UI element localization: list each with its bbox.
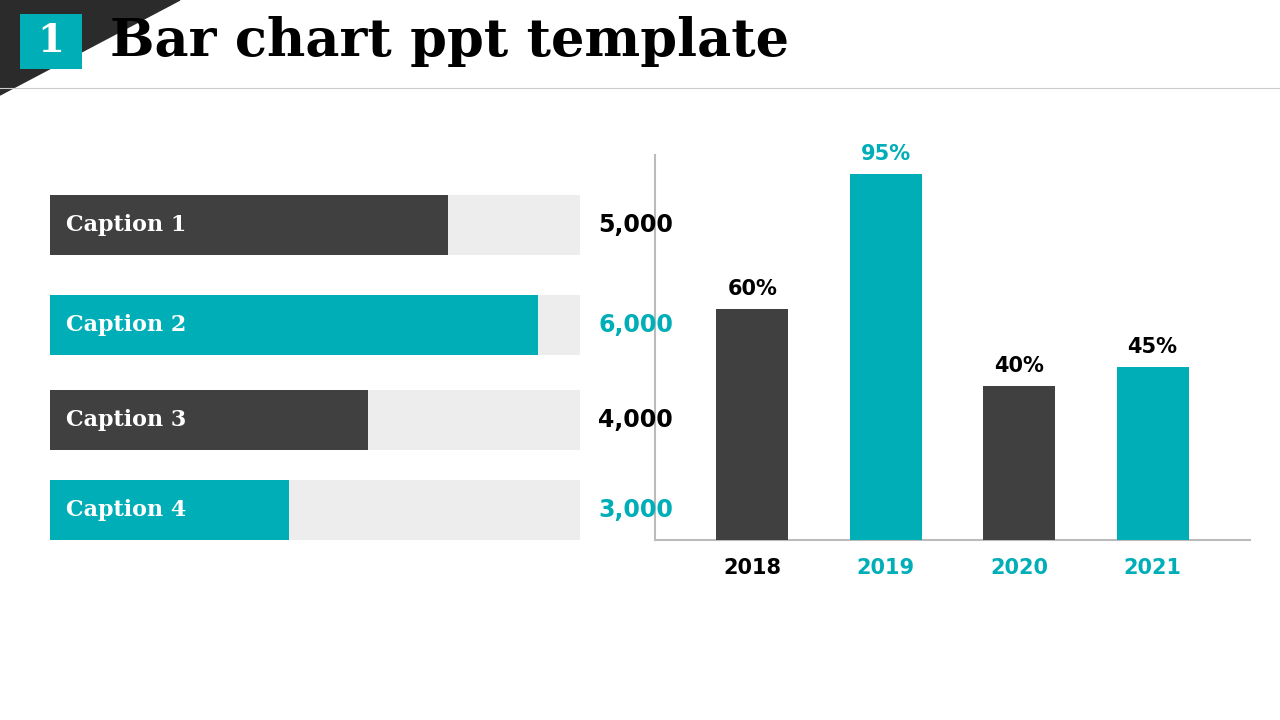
Bar <box>1116 366 1189 540</box>
Text: Caption 3: Caption 3 <box>67 409 187 431</box>
Bar <box>20 14 82 69</box>
Text: Caption 4: Caption 4 <box>67 499 187 521</box>
Text: 40%: 40% <box>995 356 1044 376</box>
Text: 2021: 2021 <box>1124 558 1181 578</box>
Bar <box>983 386 1055 540</box>
Text: 45%: 45% <box>1128 337 1178 356</box>
Text: 60%: 60% <box>727 279 777 299</box>
Bar <box>50 390 580 450</box>
Text: 6,000: 6,000 <box>598 313 673 337</box>
Text: 2020: 2020 <box>991 558 1048 578</box>
Text: Bar chart ppt template: Bar chart ppt template <box>110 16 790 67</box>
Text: 4,000: 4,000 <box>598 408 673 432</box>
Bar <box>50 480 288 540</box>
Bar <box>850 174 922 540</box>
Bar <box>50 390 369 450</box>
Bar <box>717 309 788 540</box>
Text: 95%: 95% <box>860 144 911 164</box>
Text: Caption 2: Caption 2 <box>67 314 187 336</box>
Text: 3,000: 3,000 <box>598 498 673 522</box>
Bar <box>50 295 538 355</box>
Text: 5,000: 5,000 <box>598 213 673 237</box>
Text: 1: 1 <box>37 22 64 60</box>
Text: Caption 1: Caption 1 <box>67 214 187 236</box>
Bar <box>50 480 580 540</box>
Polygon shape <box>0 0 180 95</box>
Text: 2018: 2018 <box>723 558 781 578</box>
Bar <box>50 295 580 355</box>
Text: 2019: 2019 <box>856 558 915 578</box>
Bar <box>50 195 580 255</box>
Bar <box>50 195 448 255</box>
